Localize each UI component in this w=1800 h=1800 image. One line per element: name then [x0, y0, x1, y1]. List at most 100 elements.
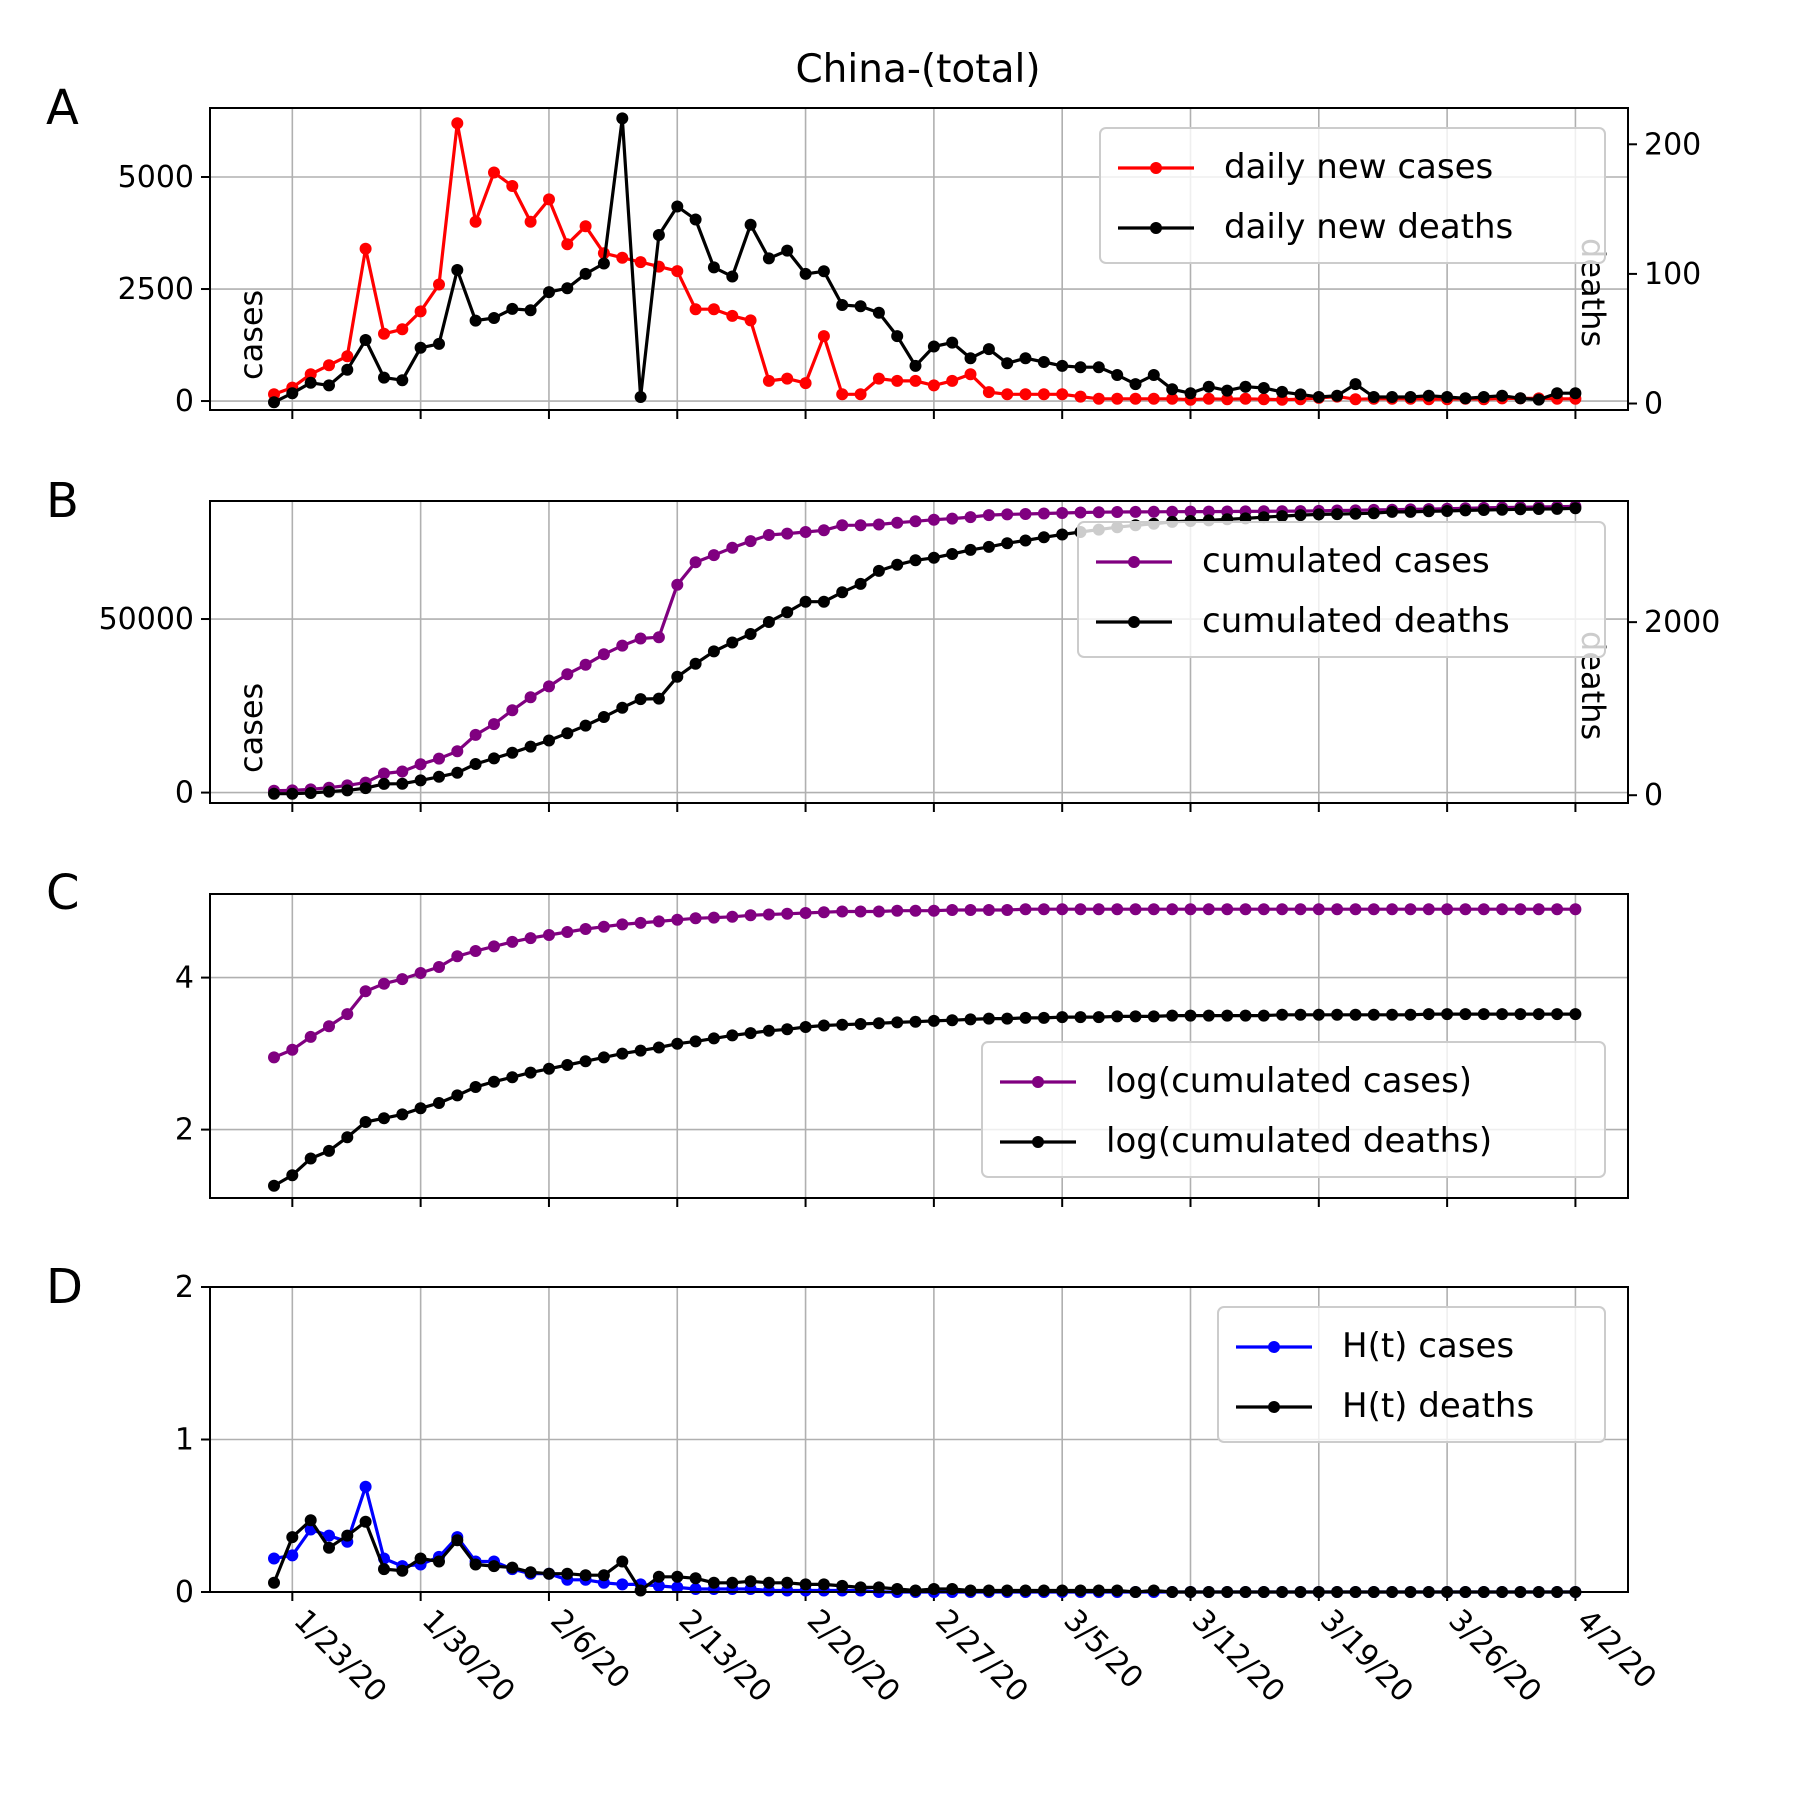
- panel-d-deaths-series-point: [1001, 1584, 1014, 1597]
- panel-d-deaths-series-point: [964, 1584, 977, 1597]
- panel-a-left-series-point: [909, 374, 922, 387]
- panel-b-right-series-point: [781, 606, 794, 619]
- panel-a-y-tick-label: 2500: [118, 272, 194, 307]
- panel-d-deaths-series-point: [488, 1560, 500, 1573]
- panel-d-deaths-series-point: [1111, 1584, 1124, 1597]
- panel-b-y2-tick-label: 2000: [1644, 605, 1720, 640]
- panel-d-deaths-series-point: [744, 1575, 757, 1588]
- panel-d-deaths-series-point: [854, 1581, 867, 1594]
- panel-d-y-tick-label: 0: [175, 1575, 194, 1610]
- panel-c-deaths-series-point: [946, 1014, 959, 1027]
- panel-c-deaths-series-point: [488, 1075, 500, 1088]
- panel-b-left-series-point: [616, 639, 629, 652]
- panel-a-left-series-point: [1166, 392, 1179, 405]
- panel-a-right-series-point: [359, 334, 372, 346]
- panel-c-cases-series-point: [781, 907, 794, 920]
- panel-b-left-series-point: [946, 512, 959, 525]
- panel-a-right-series-point: [1532, 393, 1545, 406]
- panel-a-right-series-point: [1129, 378, 1142, 391]
- panel-a-right-series-point: [506, 302, 519, 315]
- panel-c-deaths-series-point: [286, 1169, 299, 1182]
- panel-c-deaths-series-point: [1092, 1011, 1105, 1024]
- panel-a-left-series-point: [726, 309, 739, 322]
- panel-c-cases-series-point: [799, 907, 812, 919]
- panel-a-right-series-point: [1019, 352, 1032, 365]
- panel-c-deaths-series-point: [1129, 1010, 1142, 1023]
- panel-c-deaths-series-point: [597, 1051, 610, 1064]
- panel-c-cases-series-point: [671, 913, 684, 926]
- panel-c-cases-series-point: [579, 923, 592, 935]
- panel-b-right-series-point: [378, 777, 390, 790]
- panel-b-left-series-point: [671, 578, 684, 591]
- panel-b-right-series-point: [1019, 534, 1032, 547]
- panel-d-cases-series-point: [286, 1549, 299, 1562]
- panel-b-left-series-point: [488, 718, 500, 731]
- panel-a-right-series-point: [1404, 391, 1417, 403]
- panel-a-left-series-point: [1056, 388, 1069, 401]
- panel-b-right-series-point: [488, 752, 500, 765]
- panel-a-right-series-point: [762, 252, 775, 265]
- panel-c-cases-series-point: [1459, 903, 1472, 916]
- panel-a-left-series-point: [854, 388, 867, 401]
- panel-a-right-series-point: [854, 300, 867, 313]
- panel-d-deaths-series-point: [982, 1584, 995, 1597]
- panel-d-cases-series-point: [359, 1480, 372, 1493]
- panel-c-deaths-series-point: [579, 1055, 592, 1068]
- panel-c-deaths-series-point: [616, 1047, 629, 1060]
- panel-b-right-series-point: [1404, 505, 1417, 518]
- panel-d-cases-series-point: [323, 1529, 335, 1542]
- panel-b-right-series-point: [1276, 510, 1289, 523]
- panel-b-right-series-point: [872, 564, 885, 577]
- x-tick-label: 2/6/20: [543, 1603, 636, 1696]
- panel-c-deaths-series-point: [1367, 1008, 1380, 1021]
- panel-b-left-series-point: [1184, 505, 1197, 518]
- x-tick-label: 2/20/20: [800, 1603, 907, 1710]
- panel-c-cases-series-point: [1294, 903, 1307, 916]
- panel-c-cases-series-point: [1056, 903, 1069, 916]
- panel-b-right-series-point: [286, 787, 299, 800]
- panel-c-cases-series-point: [378, 977, 390, 990]
- panel-a-right-series-point: [524, 304, 537, 317]
- panel-c-deaths-series-point: [689, 1035, 702, 1048]
- panel-c-deaths-series-point: [433, 1097, 445, 1109]
- panel-c-deaths-series-point: [1257, 1009, 1270, 1022]
- panel-a-right-series-point: [1239, 380, 1252, 393]
- panel-b-left-series-point: [762, 529, 775, 541]
- panel-c-cases-series-point: [982, 904, 995, 916]
- panel-a-right-series-point: [927, 340, 940, 353]
- panel-a-left-series-point: [671, 265, 684, 278]
- panel-b-left-series-point: [1019, 508, 1032, 520]
- panel-c-deaths-series-point: [799, 1021, 812, 1033]
- panel-c-deaths-series-point: [359, 1116, 372, 1128]
- panel-a-right-series-point: [817, 265, 830, 278]
- panel-d-deaths-series-point: [836, 1579, 849, 1592]
- panel-c-cases-series-point: [689, 912, 702, 925]
- panel-d-deaths-series-point: [433, 1555, 445, 1568]
- panel-b-left-series-point: [414, 758, 427, 771]
- panel-b-right-series-point: [323, 785, 335, 798]
- panel-c-cases-series-point: [1184, 903, 1197, 916]
- panel-a-left-series-point: [524, 215, 537, 228]
- panel-a-right-series-point: [1331, 389, 1344, 402]
- panel-a-left-series-point: [469, 215, 482, 228]
- panel-c-cases-series-point: [469, 945, 482, 957]
- panel-c-cases-series-point: [1367, 903, 1380, 916]
- panel-b-left-series-point: [891, 516, 904, 529]
- panel-c-deaths-series-point: [451, 1089, 464, 1102]
- panel-c-deaths-series-point: [854, 1018, 867, 1030]
- panel-d-deaths-series-point: [1056, 1584, 1069, 1597]
- panel-c-cases-series-point: [652, 915, 665, 928]
- panel-d-deaths-series-point: [469, 1558, 482, 1571]
- panel-b-left-series-point: [707, 549, 720, 562]
- panel-b-right-series-point: [1056, 528, 1069, 541]
- panel-d-cases-series-point: [689, 1583, 702, 1595]
- panel-a-left-series-point: [982, 386, 995, 399]
- panel-c-cases-series-point: [414, 967, 427, 979]
- panel-a-right-series-point: [1074, 361, 1087, 374]
- panel-a-left-series-point: [1349, 393, 1362, 406]
- panel-b-right-series-point: [1294, 509, 1307, 522]
- panel-a-right-series-point: [323, 379, 335, 392]
- panel-c-cases-series-point: [616, 918, 629, 931]
- panel-a-right-series-point: [488, 312, 500, 324]
- panel-c-cases-series-point: [323, 1020, 335, 1033]
